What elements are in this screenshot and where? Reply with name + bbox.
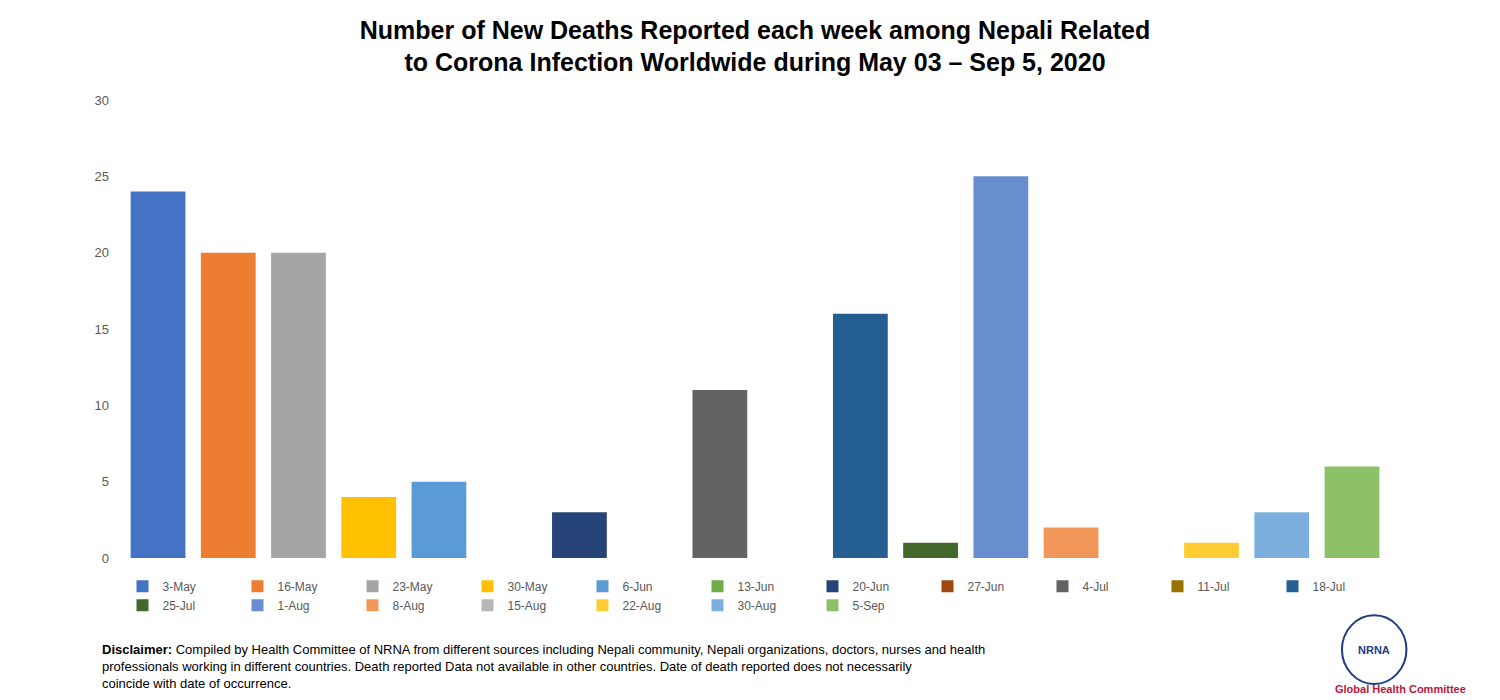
svg-text:25-Jul: 25-Jul bbox=[163, 599, 196, 613]
svg-text:4-Jul: 4-Jul bbox=[1083, 580, 1109, 594]
svg-text:23-May: 23-May bbox=[393, 580, 433, 594]
svg-text:5-Sep: 5-Sep bbox=[853, 599, 885, 613]
svg-text:20-Jun: 20-Jun bbox=[853, 580, 890, 594]
svg-text:0: 0 bbox=[102, 551, 109, 566]
svg-text:18-Jul: 18-Jul bbox=[1313, 580, 1346, 594]
svg-text:Global Health Committee: Global Health Committee bbox=[1335, 683, 1466, 695]
svg-text:NRNA: NRNA bbox=[1358, 644, 1390, 656]
svg-text:13-Jun: 13-Jun bbox=[738, 580, 775, 594]
svg-text:15-Aug: 15-Aug bbox=[508, 599, 547, 613]
svg-text:5: 5 bbox=[102, 474, 109, 489]
svg-text:25: 25 bbox=[95, 169, 109, 184]
svg-text:10: 10 bbox=[95, 398, 109, 413]
svg-text:16-May: 16-May bbox=[278, 580, 318, 594]
svg-text:30-Aug: 30-Aug bbox=[738, 599, 777, 613]
svg-text:Disclaimer: Compiled by Health: Disclaimer: Compiled by Health Committee… bbox=[102, 642, 985, 691]
svg-text:27-Jun: 27-Jun bbox=[968, 580, 1005, 594]
svg-text:30-May: 30-May bbox=[508, 580, 548, 594]
svg-text:22-Aug: 22-Aug bbox=[623, 599, 662, 613]
svg-text:15: 15 bbox=[95, 322, 109, 337]
svg-text:11-Jul: 11-Jul bbox=[1198, 580, 1230, 594]
svg-text:1-Aug: 1-Aug bbox=[278, 599, 310, 613]
svg-text:6-Jun: 6-Jun bbox=[623, 580, 653, 594]
svg-text:30: 30 bbox=[95, 93, 109, 108]
svg-text:3-May: 3-May bbox=[163, 580, 196, 594]
svg-text:8-Aug: 8-Aug bbox=[393, 599, 425, 613]
svg-text:20: 20 bbox=[95, 245, 109, 260]
svg-text:Number of New Deaths Reported: Number of New Deaths Reported each week … bbox=[360, 16, 1150, 77]
